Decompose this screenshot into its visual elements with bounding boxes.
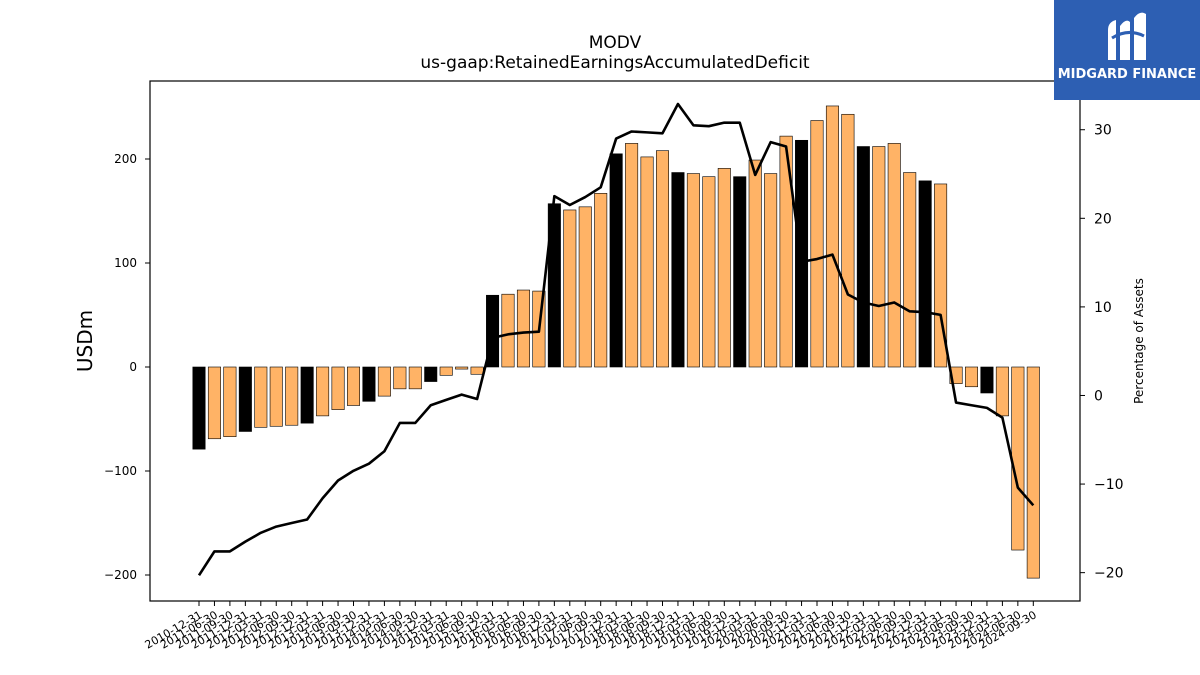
y-tick-label: −100 — [104, 464, 137, 478]
bar-2019-06-30 — [702, 176, 716, 368]
bar-2010-12-31 — [192, 366, 206, 450]
bar-2022-03-31 — [872, 146, 886, 368]
bar-2021-06-30 — [825, 105, 839, 368]
bar-2022-06-30 — [887, 143, 901, 368]
bar-2017-06-30 — [578, 206, 592, 368]
bar-2013-09-30 — [346, 366, 360, 406]
bar-2017-09-30 — [594, 193, 608, 368]
bar-2021-12-31 — [856, 146, 870, 368]
x-axis: 2010-12-312011-06-302011-09-302011-12-31… — [143, 601, 1039, 652]
percentage-line-series — [197, 102, 1035, 577]
bar-2012-06-30 — [269, 366, 283, 427]
chart-subtitle: us-gaap:RetainedEarningsAccumulatedDefic… — [420, 53, 810, 73]
bar-2013-03-31 — [316, 366, 330, 417]
bar-2012-03-31 — [254, 366, 268, 428]
bar-2024-03-31 — [995, 366, 1009, 417]
bar-2018-09-30 — [655, 150, 669, 368]
brand-name: MIDGARD FINANCE — [1057, 67, 1197, 82]
bar-2018-03-31 — [625, 143, 639, 368]
bar-2021-09-30 — [841, 113, 855, 368]
y2-tick-label: 20 — [1094, 211, 1112, 227]
y2-tick-label: 10 — [1094, 300, 1112, 316]
bar-2015-03-31 — [439, 366, 453, 376]
left-y-axis: −200 −100 0 100 200 — [104, 152, 150, 582]
bar-2015-06-30 — [455, 366, 469, 370]
bar-2018-06-30 — [640, 156, 654, 368]
bar-2019-03-31 — [686, 173, 700, 368]
bar-2023-09-30 — [964, 366, 978, 388]
bar-2013-06-30 — [331, 366, 345, 410]
bar-2020-06-30 — [764, 173, 778, 368]
bar-2019-09-30 — [717, 168, 731, 368]
bar-2013-12-31 — [362, 366, 376, 402]
bar-2017-03-31 — [563, 209, 577, 368]
bar-2011-06-30 — [207, 366, 221, 440]
bar-2014-03-31 — [377, 366, 391, 397]
bar-2016-06-30 — [516, 289, 530, 368]
bar-2011-12-31 — [238, 366, 252, 432]
bar-2014-12-31 — [424, 366, 438, 382]
bar-2024-09-30 — [1026, 366, 1040, 579]
bar-2020-09-30 — [779, 135, 793, 368]
y2-tick-label: 30 — [1094, 123, 1112, 139]
y2-tick-label: 0 — [1094, 388, 1103, 404]
bar-2012-09-30 — [285, 366, 299, 426]
bar-2014-09-30 — [408, 366, 422, 390]
y-tick-label: 100 — [114, 256, 137, 270]
brand-logo: MIDGARD FINANCE — [1054, 0, 1200, 100]
y2-axis-title: Percentage of Assets — [1132, 278, 1146, 404]
percentage-line — [197, 102, 1035, 577]
bar-2014-06-30 — [393, 366, 407, 390]
bar-2019-12-31 — [733, 176, 747, 368]
bar-2017-12-31 — [609, 153, 623, 368]
bar-2011-09-30 — [223, 366, 237, 437]
y-tick-label: 200 — [114, 152, 137, 166]
bar-2023-12-31 — [980, 366, 994, 394]
bar-2015-09-30 — [470, 366, 484, 375]
right-y-axis: −20 −10 0 10 20 30 — [1080, 123, 1124, 582]
chart-title: MODV — [589, 33, 642, 53]
y-tick-label: −200 — [104, 568, 137, 582]
y2-tick-label: −20 — [1094, 566, 1124, 582]
bar-2018-12-31 — [671, 172, 685, 368]
y-axis-title: USDm — [73, 310, 97, 372]
bar-2016-03-31 — [501, 293, 515, 368]
bar-2012-12-31 — [300, 366, 314, 424]
y-tick-label: 0 — [129, 360, 137, 374]
midgard-logo-icon — [1108, 12, 1146, 61]
bar-2024-06-30 — [1011, 366, 1025, 551]
bar-2022-12-31 — [918, 180, 932, 368]
bar-series — [192, 105, 1040, 579]
bar-2020-03-31 — [748, 159, 762, 368]
plot-frame — [149, 80, 1081, 602]
y2-tick-label: −10 — [1094, 477, 1124, 493]
bar-2021-03-31 — [810, 120, 824, 368]
bar-2022-09-30 — [903, 172, 917, 368]
bar-2023-03-31 — [934, 183, 948, 368]
